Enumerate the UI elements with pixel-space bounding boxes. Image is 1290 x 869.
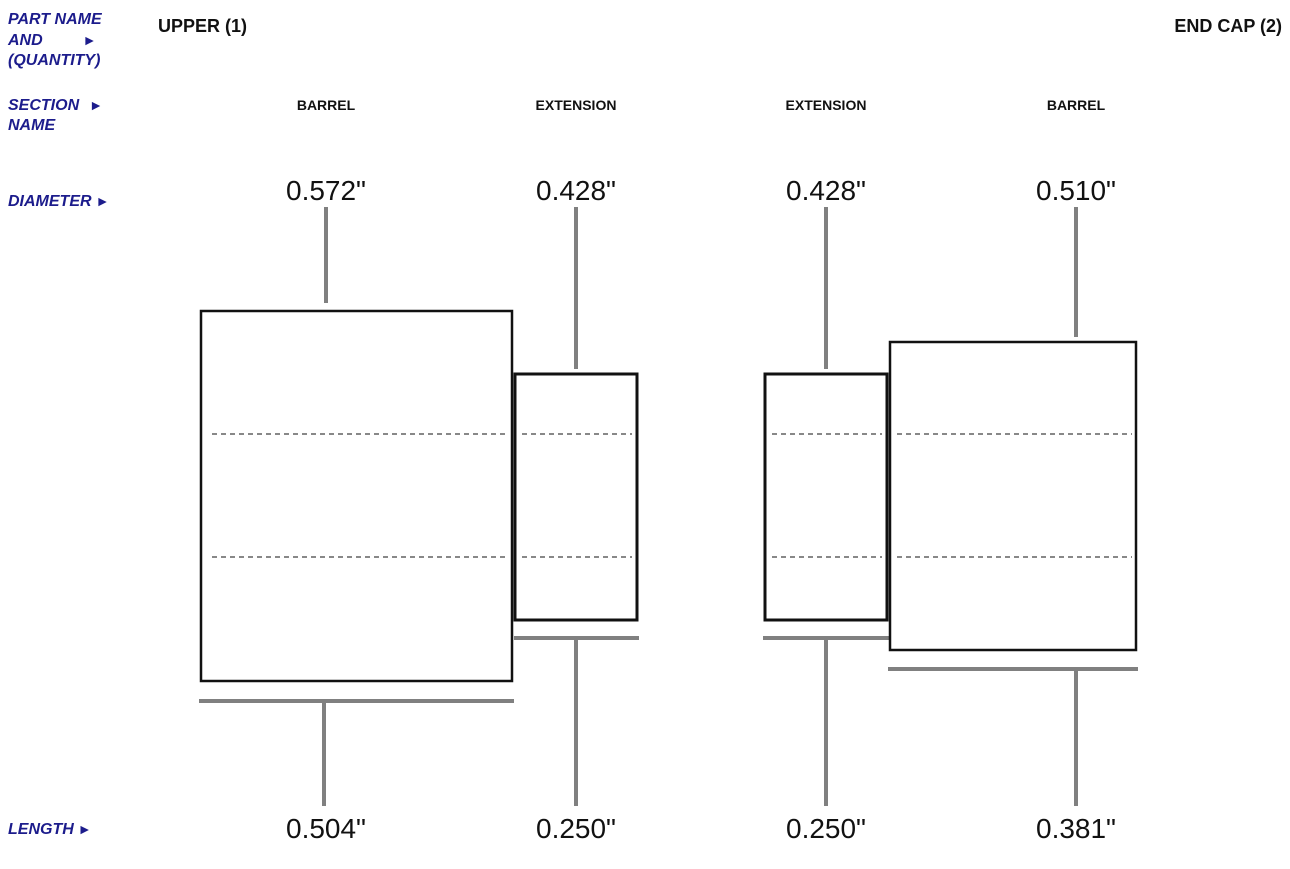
arrow-right-icon: ►: [77, 821, 92, 837]
section-label-line2: NAME: [8, 117, 56, 134]
section-label-line1: SECTION: [8, 97, 80, 114]
part-name-end-cap: END CAP (2): [1174, 16, 1282, 36]
section-name-endcap-extension: EXTENSION: [785, 97, 867, 113]
diameter-endcap-extension: 0.428": [785, 175, 867, 206]
endcap-extension-shape: [763, 207, 889, 806]
length-endcap-extension: 0.250": [785, 813, 867, 844]
diameter-endcap-barrel: 0.510": [1035, 175, 1117, 206]
endcap-barrel-shape: [888, 207, 1138, 806]
length-endcap-barrel: 0.381": [1035, 813, 1117, 844]
length-upper-barrel: 0.504": [285, 813, 367, 844]
section-name-endcap-barrel: BARREL: [1046, 97, 1106, 113]
arrow-right-icon: ►: [89, 97, 103, 113]
part-name-label-line3: (QUANTITY): [8, 52, 101, 69]
section-name-upper-extension: EXTENSION: [535, 97, 617, 113]
arrow-right-icon: ►: [82, 32, 97, 48]
row-label-length: LENGTH ►: [8, 819, 92, 840]
diameter-upper-extension: 0.428": [535, 175, 617, 206]
row-label-diameter: DIAMETER ►: [8, 191, 109, 212]
arrow-right-icon: ►: [95, 193, 110, 209]
upper-barrel-shape: [199, 207, 514, 806]
diameter-upper-barrel: 0.572": [285, 175, 367, 206]
diameter-label: DIAMETER: [8, 193, 92, 210]
section-name-upper-barrel: BARREL: [296, 97, 356, 113]
length-label: LENGTH: [8, 821, 74, 838]
part-name-label-line1: PART NAME: [8, 11, 102, 28]
length-upper-extension: 0.250": [535, 813, 617, 844]
part-name-upper: UPPER (1): [158, 16, 248, 36]
upper-extension-shape: [513, 207, 639, 806]
row-label-part-name: PART NAME AND ► (QUANTITY): [8, 10, 102, 71]
part-name-label-line2: AND: [8, 32, 43, 49]
row-label-section-name: SECTION ► NAME: [8, 95, 103, 136]
